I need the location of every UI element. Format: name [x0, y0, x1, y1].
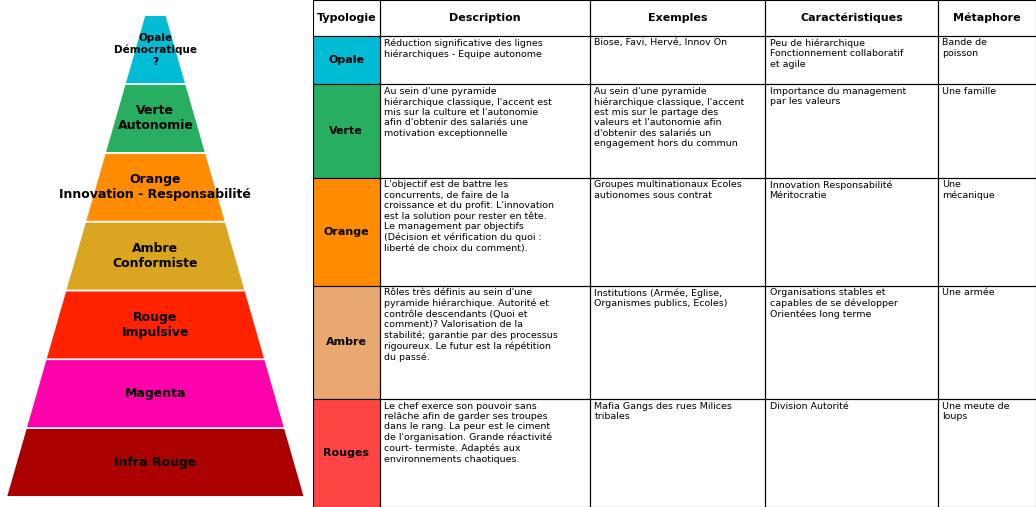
Text: Opale
Démocratique
?: Opale Démocratique ?	[114, 33, 197, 66]
Text: Orange
Innovation - Responsabilité: Orange Innovation - Responsabilité	[59, 173, 252, 201]
Bar	[591, 399, 766, 507]
Text: Peu de hiérarchique
Fonctionnement collaboratif
et agile: Peu de hiérarchique Fonctionnement colla…	[770, 39, 903, 68]
Text: Orange: Orange	[323, 227, 369, 237]
Bar	[379, 36, 591, 84]
Text: Une armée: Une armée	[943, 288, 995, 297]
Text: Mafia Gangs des rues Milices
tribales: Mafia Gangs des rues Milices tribales	[595, 402, 732, 421]
Bar	[313, 36, 379, 84]
Bar	[938, 399, 1036, 507]
Bar	[591, 0, 766, 36]
Text: Une
mécanique: Une mécanique	[943, 180, 995, 200]
Bar	[313, 178, 379, 285]
Text: Organisations stables et
capables de se développer
Orientées long terme: Organisations stables et capables de se …	[770, 288, 897, 319]
Bar	[379, 178, 591, 285]
Text: Rouge
Impulsive: Rouge Impulsive	[121, 311, 190, 339]
Bar	[591, 178, 766, 285]
Text: Caractéristiques: Caractéristiques	[800, 13, 903, 23]
Bar	[766, 36, 938, 84]
Text: Division Autorité: Division Autorité	[770, 402, 848, 411]
Bar	[938, 36, 1036, 84]
Text: Une famille: Une famille	[943, 87, 997, 95]
Text: Au sein d'une pyramide
hiérarchique classique, l'accent
est mis sur le partage d: Au sein d'une pyramide hiérarchique clas…	[595, 87, 745, 148]
Bar	[938, 84, 1036, 178]
Text: Le chef exerce son pouvoir sans
relâche afin de garder ses troupes
dans le rang.: Le chef exerce son pouvoir sans relâche …	[384, 402, 552, 464]
Text: Opale: Opale	[328, 55, 365, 65]
Bar	[766, 84, 938, 178]
Text: Typologie: Typologie	[316, 13, 376, 23]
Polygon shape	[26, 359, 285, 428]
Bar	[313, 399, 379, 507]
Bar	[938, 285, 1036, 399]
Bar	[938, 0, 1036, 36]
Bar	[379, 84, 591, 178]
Text: Une meute de
loups: Une meute de loups	[943, 402, 1010, 421]
Text: Verte: Verte	[329, 126, 363, 136]
Text: Métaphore: Métaphore	[953, 13, 1020, 23]
Text: Ambre
Conformiste: Ambre Conformiste	[113, 242, 198, 270]
Bar	[379, 285, 591, 399]
Bar	[313, 84, 379, 178]
Bar	[938, 178, 1036, 285]
Bar	[591, 285, 766, 399]
Text: Institutions (Armée, Eglise,
Organismes publics, Ecoles): Institutions (Armée, Eglise, Organismes …	[595, 288, 728, 308]
Bar	[591, 36, 766, 84]
Text: Exemples: Exemples	[648, 13, 708, 23]
Bar	[766, 399, 938, 507]
Text: Importance du management
par les valeurs: Importance du management par les valeurs	[770, 87, 905, 106]
Bar	[313, 399, 379, 507]
Polygon shape	[105, 84, 206, 153]
Text: L'objectif est de battre les
concurrents, de faire de la
croissance et du profit: L'objectif est de battre les concurrents…	[384, 180, 554, 253]
Bar	[313, 0, 379, 36]
Polygon shape	[124, 15, 186, 84]
Text: Verte
Autonomie: Verte Autonomie	[117, 104, 194, 132]
Bar	[313, 178, 379, 285]
Bar	[313, 285, 379, 399]
Text: Rouges: Rouges	[323, 448, 369, 458]
Polygon shape	[46, 291, 265, 359]
Text: Rôles très définis au sein d'une
pyramide hiérarchique. Autorité et
contrôle des: Rôles très définis au sein d'une pyramid…	[384, 288, 557, 362]
Bar	[766, 178, 938, 285]
Text: Innovation Responsabilité
Méritocratie: Innovation Responsabilité Méritocratie	[770, 180, 892, 200]
Text: Groupes multinationaux Ecoles
autionomes sous contrat: Groupes multinationaux Ecoles autionomes…	[595, 180, 742, 200]
Bar	[313, 36, 379, 84]
Polygon shape	[6, 428, 305, 497]
Text: Magenta: Magenta	[124, 387, 186, 400]
Polygon shape	[65, 222, 246, 291]
Bar	[379, 0, 591, 36]
Bar	[379, 399, 591, 507]
Text: Infra Rouge: Infra Rouge	[114, 456, 197, 469]
Bar	[313, 84, 379, 178]
Bar	[313, 285, 379, 399]
Bar	[766, 285, 938, 399]
Bar	[766, 0, 938, 36]
Bar	[591, 84, 766, 178]
Text: Bande de
poisson: Bande de poisson	[943, 39, 987, 58]
Text: Ambre: Ambre	[325, 337, 367, 347]
Text: Au sein d'une pyramide
hiérarchique classique, l'accent est
mis sur la culture e: Au sein d'une pyramide hiérarchique clas…	[384, 87, 552, 138]
Text: Description: Description	[449, 13, 521, 23]
Text: Réduction significative des lignes
hiérarchiques - Equipe autonome: Réduction significative des lignes hiéra…	[384, 39, 543, 59]
Polygon shape	[85, 153, 226, 222]
Text: Biose, Favi, Hervé, Innov On: Biose, Favi, Hervé, Innov On	[595, 39, 727, 47]
